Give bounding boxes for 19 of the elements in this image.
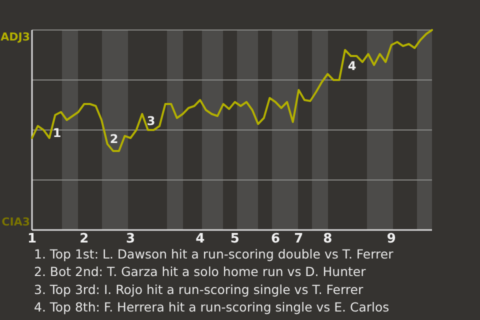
x-tick-label: 9 — [386, 232, 396, 246]
x-tick-label: 3 — [126, 232, 136, 246]
annotation: 3 — [146, 114, 156, 128]
x-tick-label: 2 — [80, 232, 89, 246]
x-tick-label: 4 — [196, 232, 205, 246]
x-tick-label: 8 — [323, 232, 332, 246]
x-tick-label: 5 — [230, 232, 240, 246]
text: 2. Bot 2nd: T. Garza hit a solo home run vs D. Hunter — [34, 264, 367, 280]
annotation: 2 — [110, 132, 118, 146]
x-tick-label: 7 — [294, 232, 304, 246]
x-tick-label: 6 — [270, 232, 280, 246]
text: CIA3 — [2, 216, 30, 228]
text: 4. Top 8th: F. Herrera hit a run-scoring single vs E. Carlos — [34, 300, 390, 315]
text: ADJ3 — [0, 30, 30, 44]
annotation: 1 — [52, 126, 62, 140]
x-tick-label: 1 — [27, 232, 37, 246]
annotation: 4 — [348, 59, 356, 73]
text: 1. Top 1st: L. Dawson hit a run-scoring double vs T. Ferrer — [34, 246, 394, 262]
text: 3. Top 3rd: I. Rojo hit a run-scoring single vs T. Ferrer — [34, 282, 364, 297]
